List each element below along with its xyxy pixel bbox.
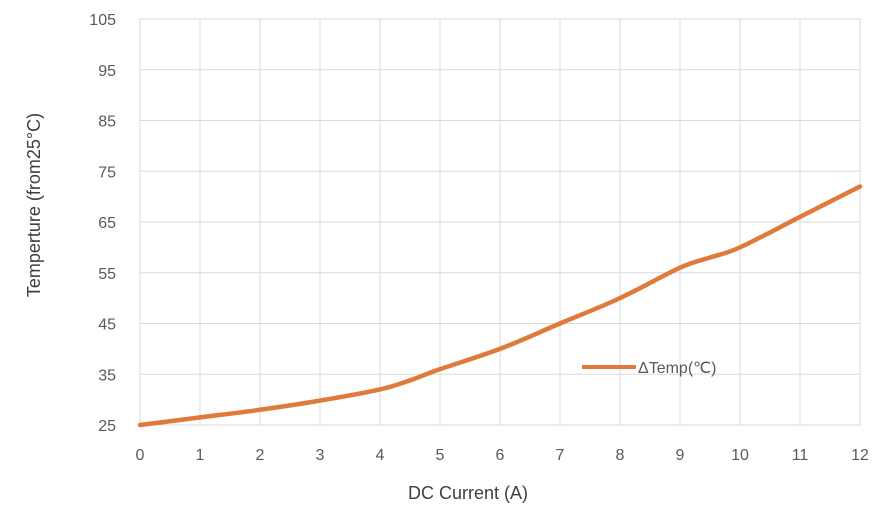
x-tick-label: 4 (376, 447, 385, 464)
x-tick-label: 0 (136, 447, 145, 464)
y-tick-label: 55 (98, 266, 116, 283)
legend-label: ΔTemp(℃) (638, 360, 716, 377)
y-tick-label: 45 (98, 317, 116, 334)
plot-area-border (139, 18, 861, 426)
x-tick-label: 6 (496, 447, 505, 464)
x-tick-label: 2 (256, 447, 265, 464)
x-tick-label: 1 (196, 447, 205, 464)
x-tick-label: 8 (616, 447, 625, 464)
y-tick-label: 35 (98, 367, 116, 384)
y-tick-label: 25 (98, 418, 116, 435)
y-tick-label: 65 (98, 215, 116, 232)
x-tick-label: 7 (556, 447, 565, 464)
x-tick-label: 9 (676, 447, 685, 464)
x-tick-label: 5 (436, 447, 445, 464)
x-tick-label: 10 (731, 447, 749, 464)
grid-lines (139, 18, 861, 426)
x-tick-label: 11 (792, 447, 809, 464)
x-tick-label: 3 (316, 447, 325, 464)
series-line (137, 184, 863, 428)
x-tick-label: 12 (851, 447, 869, 464)
series-layer (137, 184, 863, 428)
y-axis-title: Temperture (from25°C) (24, 113, 44, 297)
y-tick-label: 105 (89, 12, 116, 29)
y-tick-label: 95 (98, 63, 116, 80)
y-axis-ticks: 25 35 45 55 65 75 85 95 105 (89, 12, 116, 435)
y-tick-label: 75 (98, 164, 116, 181)
x-axis-ticks: 0 1 2 3 4 5 6 7 8 9 10 11 12 (136, 447, 869, 464)
x-axis-title: DC Current (A) (408, 483, 528, 503)
legend: ΔTemp(℃) (582, 360, 716, 377)
y-tick-label: 85 (98, 114, 116, 131)
